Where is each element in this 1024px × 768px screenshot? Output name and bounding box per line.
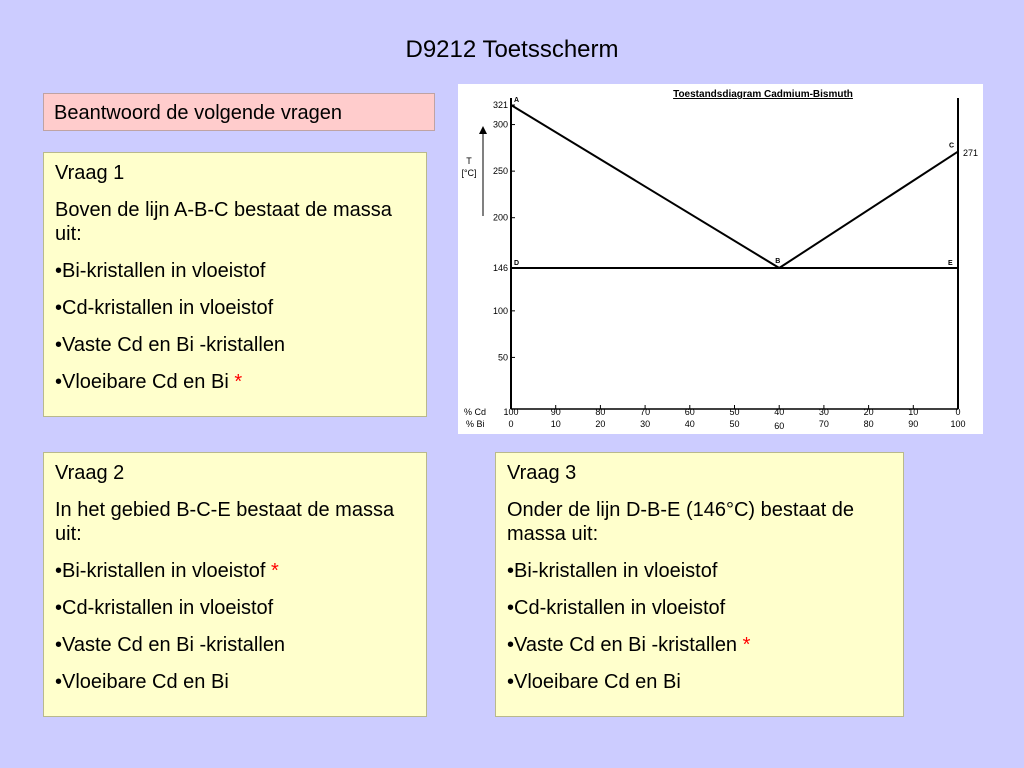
cd-tick-label: 50 [729,407,739,417]
answer-option[interactable]: •Bi-kristallen in vloeistof * [55,560,279,582]
y-ticks: 321 300 250 200 146 100 50 [493,100,515,362]
bi-tick-label: 50 [729,419,739,429]
bi-tick-label: 60 [774,421,784,431]
cd-tick-label: 10 [908,407,918,417]
cd-tick-label: 90 [551,407,561,417]
point-labels: A B C D E [514,97,954,267]
y-axis-arrow [479,126,487,216]
right-temp-label: 271 [963,148,978,158]
page-title: D9212 Toetsscherm [405,36,619,63]
answer-option[interactable]: •Cd-kristallen in vloeistof [55,297,274,319]
bi-tick-label: 10 [551,419,561,429]
y-tick-label: 321 [493,100,508,110]
cd-tick-label: 0 [955,407,960,417]
bi-tick-label: 20 [595,419,605,429]
point-label-b: B [775,258,780,265]
answer-option[interactable]: •Vloeibare Cd en Bi [55,671,229,693]
x-ticks: 100 0 90 10 80 20 70 30 60 40 50 50 40 60 30 70 20 80 10 90… [503,405,966,431]
phase-diagram-svg: Toestandsdiagram Cadmium-Bismuth T [°C] … [461,89,978,431]
y-tick-label: 100 [493,306,508,316]
cd-tick-label: 60 [685,407,695,417]
answer-option[interactable]: •Vloeibare Cd en Bi * [55,371,243,393]
correct-answer-mark: * [234,371,243,393]
question-prompt: Boven de lijn A-B-C bestaat de massa uit… [55,199,392,245]
correct-answer-mark: * [742,634,751,656]
answer-option[interactable]: •Vaste Cd en Bi -kristallen * [507,634,751,656]
bi-axis-label: % Bi [466,419,485,429]
y-tick-label: 50 [498,352,508,362]
question-heading: Vraag 2 [55,462,125,484]
bi-tick-label: 70 [819,419,829,429]
answer-option[interactable]: •Bi-kristallen in vloeistof [507,560,718,582]
liquidus-line-b-c [778,150,959,269]
question-prompt: In het gebied B-C-E bestaat de massa uit… [55,499,395,545]
y-tick-label: 250 [493,166,508,176]
y-axis-unit: [°C] [461,168,476,178]
answer-option[interactable]: •Bi-kristallen in vloeistof [55,260,266,282]
bi-tick-label: 100 [950,419,965,429]
bi-tick-label: 40 [685,419,695,429]
question-heading: Vraag 1 [55,162,125,184]
y-tick-label: 200 [493,213,508,223]
question-2-box: Vraag 2 In het gebied B-C-E bestaat de m… [43,452,427,717]
point-label-c: C [949,143,954,150]
y-tick-label: 300 [493,120,508,130]
phase-lines [510,104,959,269]
cd-tick-label: 20 [864,407,874,417]
answer-option[interactable]: •Vaste Cd en Bi -kristallen [55,634,286,656]
cd-axis-label: % Cd [464,407,486,417]
point-label-e: E [948,260,953,267]
liquidus-line-a-b [510,104,780,269]
question-prompt: Onder de lijn D-B-E (146°C) bestaat de m… [507,499,855,545]
y-axis-label: T [466,156,472,166]
diagram-title: Toestandsdiagram Cadmium-Bismuth [673,89,853,100]
cd-tick-label: 40 [774,407,784,417]
answer-option[interactable]: •Cd-kristallen in vloeistof [507,597,726,619]
answer-option[interactable]: •Vloeibare Cd en Bi [507,671,681,693]
bi-tick-label: 0 [508,419,513,429]
cd-tick-label: 30 [819,407,829,417]
cd-tick-label: 80 [595,407,605,417]
point-label-a: A [514,97,519,104]
point-label-d: D [514,260,519,267]
instruction-banner: Beantwoord de volgende vragen [43,93,435,131]
answer-option[interactable]: •Vaste Cd en Bi -kristallen [55,334,286,356]
cd-tick-label: 100 [503,407,518,417]
cd-tick-label: 70 [640,407,650,417]
question-heading: Vraag 3 [507,462,577,484]
question-3-box: Vraag 3 Onder de lijn D-B-E (146°C) best… [495,452,904,717]
bi-tick-label: 90 [908,419,918,429]
y-tick-label: 146 [493,263,508,273]
correct-answer-mark: * [270,560,279,582]
phase-diagram: Toestandsdiagram Cadmium-Bismuth T [°C] … [458,84,983,434]
bi-tick-label: 30 [640,419,650,429]
answer-option[interactable]: •Cd-kristallen in vloeistof [55,597,274,619]
question-1-box: Vraag 1 Boven de lijn A-B-C bestaat de m… [43,152,427,417]
bi-tick-label: 80 [864,419,874,429]
